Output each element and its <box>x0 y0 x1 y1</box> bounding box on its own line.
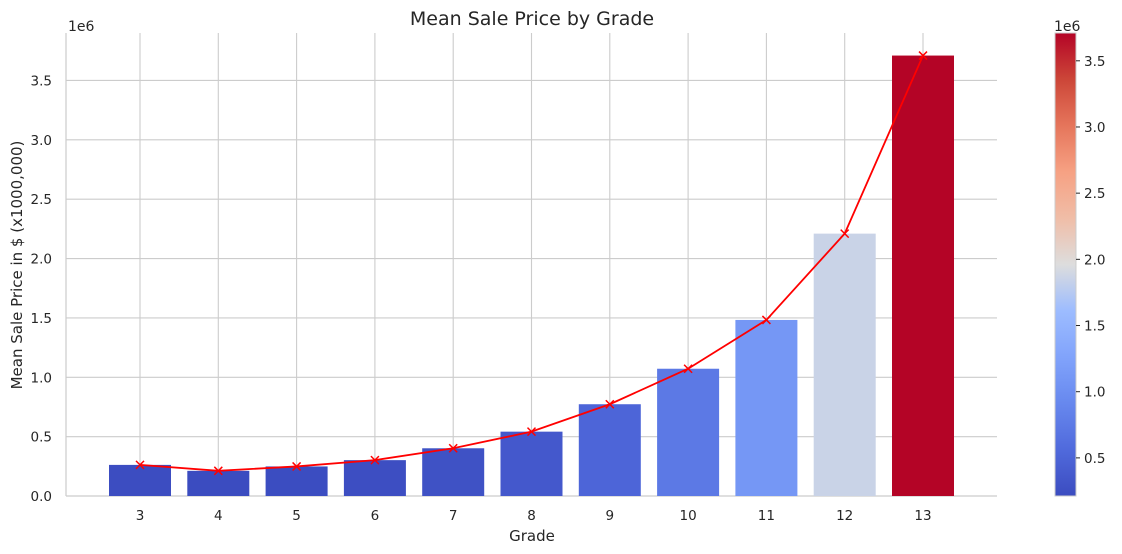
bar-grade-9 <box>578 404 641 496</box>
colorbar-tick-label: 0.5 <box>1084 451 1105 467</box>
bar-grade-10 <box>657 368 720 496</box>
colorbar-offset-label: 1e6 <box>1054 19 1081 35</box>
x-tick-label: 12 <box>836 508 853 524</box>
bar-grade-11 <box>735 319 798 496</box>
bar-grade-6 <box>343 460 406 496</box>
x-marker-grade-4 <box>213 466 223 476</box>
bars <box>109 55 954 497</box>
x-tick-label: 4 <box>214 508 223 524</box>
bar-grade-3 <box>109 464 171 496</box>
bar-grade-7 <box>422 448 485 496</box>
colorbar-gradient <box>1054 32 1077 497</box>
colorbar-tick-label: 1.0 <box>1084 385 1105 401</box>
bar-grade-5 <box>265 466 328 496</box>
x-marker-grade-12 <box>840 229 850 239</box>
colorbar-tick-label: 2.5 <box>1084 186 1105 202</box>
x-tick-label: 3 <box>136 508 145 524</box>
y-tick-label: 0.5 <box>31 430 52 446</box>
colorbar-tick-label: 2.0 <box>1084 252 1105 268</box>
x-marker-grade-7 <box>448 443 458 453</box>
x-tick-label: 11 <box>758 508 775 524</box>
x-marker-grade-11 <box>761 315 771 325</box>
colorbar-tick-label: 3.5 <box>1084 54 1105 70</box>
y-tick-label: 2.5 <box>31 192 52 208</box>
colorbar-tick-label: 1.5 <box>1084 319 1105 335</box>
x-marker-grade-8 <box>526 427 537 437</box>
bar-grade-8 <box>500 431 563 496</box>
y-tick-label: 3.0 <box>31 133 52 149</box>
x-marker-grade-5 <box>292 461 302 471</box>
y-axis-label: Mean Sale Price in $ (x1000,000) <box>8 141 26 390</box>
y-tick-label: 1.0 <box>31 370 52 386</box>
x-tick-label: 9 <box>606 508 615 524</box>
x-axis-label: Grade <box>509 527 555 545</box>
x-marker-grade-6 <box>370 455 380 465</box>
y-tick-labels: 0.0 0.5 1.0 1.5 2.0 2.5 3.0 3.5 <box>31 73 52 505</box>
chart-title: Mean Sale Price by Grade <box>410 8 654 30</box>
bar-grade-13 <box>892 55 954 497</box>
mean-price-line <box>135 51 928 476</box>
y-axis-offset-label: 1e6 <box>68 19 95 35</box>
x-tick-labels: 3 4 5 6 7 8 9 10 11 12 13 <box>136 508 932 524</box>
x-tick-label: 13 <box>914 508 931 524</box>
x-tick-label: 8 <box>527 508 536 524</box>
x-marker-grade-10 <box>683 364 693 374</box>
x-marker-grade-9 <box>605 399 615 409</box>
x-marker-grade-13 <box>918 51 928 61</box>
x-tick-label: 6 <box>371 508 380 524</box>
x-tick-label: 5 <box>292 508 301 524</box>
colorbar: 1e6 0.5 1.0 1.5 2.0 2.5 3.0 3.5 <box>1054 19 1105 497</box>
x-tick-label: 10 <box>680 508 697 524</box>
y-tick-label: 0.0 <box>31 489 52 505</box>
bar-grade-4 <box>187 470 250 496</box>
y-tick-label: 2.0 <box>31 252 52 268</box>
bar-grade-12 <box>813 233 876 496</box>
y-tick-label: 3.5 <box>31 73 52 89</box>
x-tick-label: 7 <box>449 508 458 524</box>
colorbar-tick-label: 3.0 <box>1084 120 1105 136</box>
y-tick-label: 1.5 <box>31 311 52 327</box>
x-marker-grade-3 <box>135 460 145 470</box>
